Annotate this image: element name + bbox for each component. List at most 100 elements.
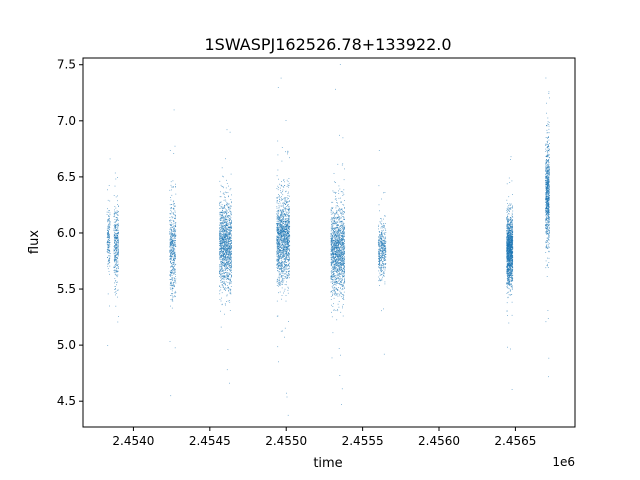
data-point xyxy=(288,231,289,233)
data-point xyxy=(225,283,226,285)
data-point xyxy=(287,222,289,224)
data-point xyxy=(221,263,223,265)
data-point xyxy=(219,219,221,220)
data-point xyxy=(220,217,221,219)
data-point xyxy=(114,259,116,261)
data-point xyxy=(221,222,223,223)
data-point xyxy=(279,245,280,247)
data-point xyxy=(173,284,175,286)
data-point xyxy=(220,300,222,302)
data-point xyxy=(109,262,111,263)
data-point xyxy=(284,240,286,242)
data-point xyxy=(173,272,175,274)
data-point xyxy=(288,232,290,233)
data-point xyxy=(228,233,230,235)
data-point xyxy=(115,305,117,307)
data-point xyxy=(115,255,117,256)
data-point xyxy=(337,235,339,237)
data-point xyxy=(279,261,280,263)
data-point xyxy=(338,193,340,194)
data-point xyxy=(277,268,279,269)
data-point xyxy=(228,227,229,228)
data-point xyxy=(336,241,338,243)
data-point xyxy=(227,203,228,204)
data-point xyxy=(330,257,332,259)
data-point xyxy=(228,223,230,225)
data-point xyxy=(226,235,228,236)
data-point xyxy=(227,236,228,238)
data-point xyxy=(229,237,231,239)
data-point xyxy=(227,252,229,254)
data-point xyxy=(287,205,289,207)
data-point xyxy=(171,298,173,300)
data-point xyxy=(116,233,118,234)
data-point xyxy=(337,206,339,208)
data-point xyxy=(223,253,225,255)
data-point xyxy=(281,210,283,211)
data-point xyxy=(278,239,279,240)
data-point xyxy=(277,246,279,247)
data-point xyxy=(282,255,284,257)
data-point xyxy=(280,228,282,229)
data-point xyxy=(338,215,339,217)
data-point xyxy=(229,288,230,290)
data-point xyxy=(282,256,283,258)
data-point xyxy=(231,221,232,223)
data-point xyxy=(286,264,288,265)
data-point xyxy=(174,274,176,275)
data-point xyxy=(169,231,171,233)
data-point xyxy=(276,223,278,225)
data-point xyxy=(338,214,339,216)
data-point xyxy=(222,260,224,262)
data-point xyxy=(117,232,119,233)
data-point xyxy=(342,234,344,236)
data-point xyxy=(286,236,288,237)
data-point xyxy=(174,231,176,233)
data-point xyxy=(107,245,109,247)
data-point xyxy=(221,260,223,262)
data-point xyxy=(342,261,344,263)
data-point xyxy=(331,219,333,221)
data-point xyxy=(282,218,284,220)
data-point xyxy=(280,283,282,285)
data-point xyxy=(342,238,344,240)
data-point xyxy=(332,279,334,280)
data-point xyxy=(281,244,282,246)
data-point xyxy=(116,249,117,251)
data-point xyxy=(339,240,340,242)
data-point xyxy=(288,262,290,264)
data-point xyxy=(169,189,171,191)
data-point xyxy=(109,221,111,222)
data-point xyxy=(336,271,338,273)
data-point xyxy=(221,230,222,232)
data-point xyxy=(175,233,177,235)
data-point xyxy=(224,234,226,235)
data-point xyxy=(277,216,278,218)
data-point xyxy=(333,264,335,265)
data-point xyxy=(283,255,284,256)
data-point xyxy=(278,245,280,247)
data-point xyxy=(224,219,225,221)
data-point xyxy=(335,213,336,215)
data-point xyxy=(283,218,284,219)
data-point xyxy=(279,291,281,293)
data-point xyxy=(276,211,278,212)
data-point xyxy=(284,261,286,262)
data-point xyxy=(278,250,280,251)
data-point xyxy=(222,262,224,263)
data-point xyxy=(285,226,286,228)
data-point xyxy=(285,234,287,236)
data-point xyxy=(231,274,232,276)
data-point xyxy=(282,235,284,236)
data-point xyxy=(332,262,334,263)
data-point xyxy=(282,241,283,242)
data-point xyxy=(285,300,287,302)
data-point xyxy=(227,300,229,302)
data-point xyxy=(279,197,281,198)
data-point xyxy=(219,228,221,230)
data-point xyxy=(117,228,118,230)
data-point xyxy=(341,271,342,273)
data-point xyxy=(282,234,284,236)
data-point xyxy=(288,253,290,255)
